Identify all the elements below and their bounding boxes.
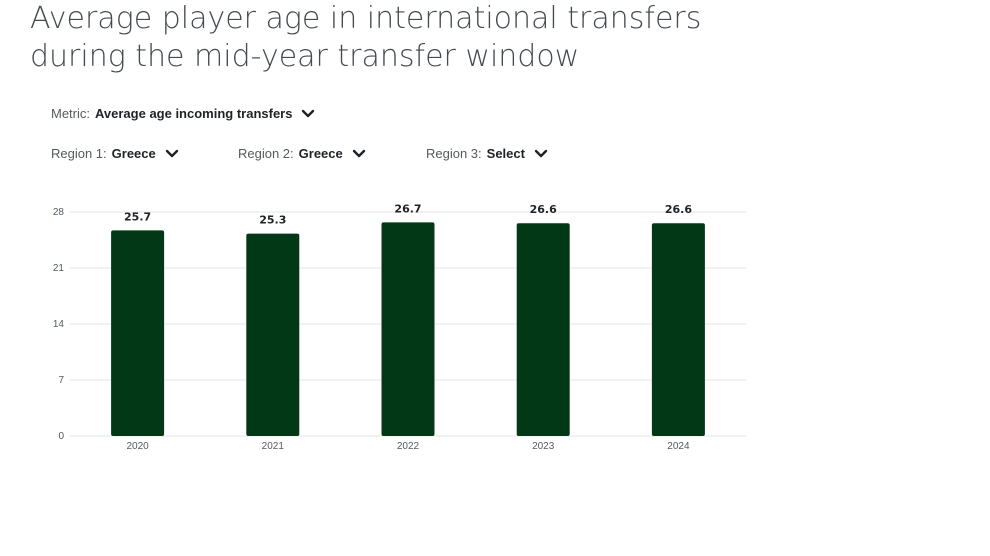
region-2-dropdown[interactable]: Region 2: Greece (238, 146, 366, 161)
region-2-value: Greece (298, 146, 343, 161)
x-tick-label: 2022 (397, 441, 420, 452)
data-label: 26.6 (665, 203, 692, 216)
data-label: 26.6 (530, 203, 557, 216)
data-label: 25.3 (259, 214, 286, 227)
region-3-value: Select (486, 146, 525, 161)
y-tick-label: 7 (58, 375, 64, 386)
x-tick-label: 2024 (667, 441, 690, 452)
x-tick-label: 2021 (262, 441, 285, 452)
bar-chart: 0 7 14 21 28 25.7 2020 25.3 2021 26.7 2022 26.6 2023… (53, 202, 746, 452)
y-tick-label: 14 (53, 319, 65, 330)
chevron-down-icon (534, 149, 548, 159)
chart-title-line-1: Average player age in international tran… (30, 1, 702, 36)
chevron-down-icon (352, 149, 366, 159)
region-1-dropdown[interactable]: Region 1: Greece (51, 146, 179, 161)
bar (516, 223, 570, 436)
metric-label: Metric: (51, 106, 90, 121)
y-tick-label: 28 (53, 207, 65, 218)
data-label: 25.7 (124, 210, 151, 223)
y-tick-label: 21 (53, 263, 65, 274)
chart-title-line-2: during the mid-year transfer window (30, 39, 580, 74)
metric-dropdown[interactable]: Metric: Average age incoming transfers (51, 106, 315, 121)
chevron-down-icon (301, 109, 315, 119)
region-1-value: Greece (111, 146, 156, 161)
region-1-label: Region 1: (51, 146, 107, 161)
bar (381, 222, 435, 436)
bar (246, 233, 300, 436)
x-tick-label: 2020 (126, 441, 149, 452)
x-tick-label: 2023 (532, 441, 555, 452)
region-3-dropdown[interactable]: Region 3: Select (426, 146, 548, 161)
bar (651, 223, 705, 436)
region-3-label: Region 3: (426, 146, 482, 161)
chart-title: Average player age in international tran… (30, 0, 790, 76)
region-2-label: Region 2: (238, 146, 294, 161)
chevron-down-icon (165, 149, 179, 159)
metric-value: Average age incoming transfers (95, 106, 293, 121)
bar (111, 230, 165, 436)
y-tick-label: 0 (58, 431, 64, 442)
data-label: 26.7 (394, 202, 421, 215)
